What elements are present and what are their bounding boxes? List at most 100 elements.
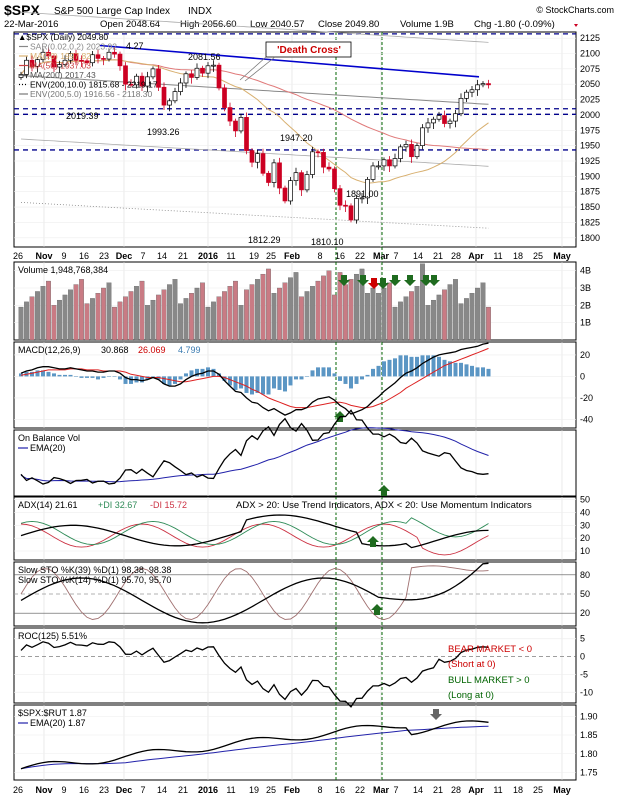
volume-bar (79, 279, 84, 341)
volume-bar (431, 299, 436, 341)
price-x-axis-tick: 23 (99, 251, 109, 261)
macd-histogram-bar (184, 373, 188, 377)
bottom-x-axis-tick: 11 (493, 785, 502, 795)
macd-histogram-bar (288, 376, 293, 386)
volume-bar (40, 286, 46, 341)
volume-y-tick: 3B (580, 283, 591, 293)
volume-arrow-icon (404, 275, 416, 286)
macd-y-tick: -40 (580, 414, 593, 424)
bottom-x-axis-tick: Mar (373, 785, 390, 795)
candle-body (282, 187, 288, 202)
volume-bar (458, 303, 464, 341)
volume-bar (480, 282, 486, 341)
macd-histogram-bar (272, 376, 276, 389)
macd-histogram-bar (365, 374, 370, 377)
volume-bar (73, 284, 79, 341)
volume-bar (123, 296, 128, 341)
candle-body (480, 83, 486, 86)
price-legend-entry: ENV(200,5.0) 1916.56 - 2118.30 (30, 89, 153, 99)
candle-body (62, 59, 68, 65)
bottom-x-axis-tick: 2016 (198, 785, 218, 795)
price-y-tick: 1850 (580, 202, 600, 212)
macd-histogram-bar (415, 356, 419, 377)
volume-bar (106, 282, 112, 341)
volume-bar (255, 279, 260, 341)
volume-bar (244, 289, 249, 341)
volume-bar (260, 273, 266, 341)
macd-histogram-bar (398, 355, 403, 377)
volume-legend: Volume 1,948,768,384 (18, 265, 108, 275)
high-label: 2081.56 (188, 52, 221, 62)
candle-body (95, 54, 101, 59)
bottom-x-axis-tick: 22 (355, 785, 365, 795)
macd-histogram-bar (266, 376, 271, 395)
volume-bar (409, 291, 414, 341)
macd-histogram-bar (376, 365, 381, 377)
macd-histogram-bar (382, 361, 386, 377)
volume-bar (145, 305, 150, 341)
volume-y-tick: 4B (580, 266, 591, 276)
bottom-x-axis-tick: May (553, 785, 571, 795)
price-x-axis-tick: 25 (533, 251, 543, 261)
macd-histogram-bar (228, 376, 232, 386)
price-x-axis-tick: 21 (433, 251, 443, 261)
watermark: © StockCharts.com (536, 5, 614, 15)
price-y-tick: 2075 (580, 64, 600, 74)
candle-body (183, 73, 189, 84)
candle-body (321, 152, 326, 168)
bottom-x-axis-tick: 21 (178, 785, 188, 795)
price-x-axis-tick: Nov (35, 251, 52, 261)
volume-bar (425, 305, 431, 341)
candle-body (392, 158, 398, 167)
macd-histogram-bar (327, 367, 331, 377)
panel-roc (13, 627, 577, 704)
bottom-x-axis-tick: 16 (79, 785, 89, 795)
bottom-x-axis-tick: 21 (433, 785, 443, 795)
macd-histogram-bar (195, 368, 199, 377)
macd-histogram-bar (112, 376, 117, 377)
price-y-tick: 2000 (580, 110, 600, 120)
volume-bar (442, 289, 447, 341)
roc-legend: ROC(125) 5.51% (18, 631, 87, 641)
candle-body (458, 97, 464, 115)
candle-body (156, 68, 161, 88)
candle-body (293, 172, 299, 182)
ratio-y-tick: 1.80 (580, 749, 598, 759)
macd-y-tick: 20 (580, 350, 590, 360)
volume-bar (18, 306, 24, 341)
candle-body (348, 205, 354, 221)
candle-body (139, 75, 145, 87)
macd-histogram-bar (459, 362, 463, 377)
change: Chg -1.80 (-0.09%) (474, 19, 555, 30)
macd-histogram-bar (222, 376, 227, 381)
candle-body (381, 159, 387, 167)
volume-bar (167, 284, 172, 341)
adx-y-tick: 30 (580, 520, 590, 530)
adx-minus-di-legend: -DI 15.72 (150, 500, 187, 510)
sto-arrow-icon (371, 604, 383, 615)
volume-bar (139, 280, 145, 341)
volume-bar (266, 268, 271, 341)
ma200-line (20, 75, 489, 105)
price-y-tick: 2025 (580, 95, 600, 105)
candle-body (189, 73, 194, 78)
volume-bar (62, 294, 68, 341)
macd-histogram-bar (360, 376, 364, 380)
candle-body (128, 83, 134, 86)
ratio-y-tick: 1.85 (580, 730, 598, 740)
volume-bar (392, 306, 398, 341)
macd-histogram-bar (470, 365, 474, 377)
bottom-x-axis-tick: Apr (468, 785, 484, 795)
macd-histogram-bar (464, 364, 469, 377)
adx-y-tick: 20 (580, 533, 590, 543)
volume-bar (403, 296, 409, 341)
price-x-axis-tick: 2016 (198, 251, 218, 261)
candle-body (145, 76, 150, 87)
volume-bar (365, 293, 370, 341)
price-x-axis-tick: Mar (373, 251, 390, 261)
macd-histogram-bar (404, 355, 408, 377)
bull-market-note: (Long at 0) (448, 690, 494, 701)
price-x-axis-tick: 9 (61, 251, 66, 261)
volume-bar (211, 301, 216, 341)
price-y-tick: 1925 (580, 156, 600, 166)
